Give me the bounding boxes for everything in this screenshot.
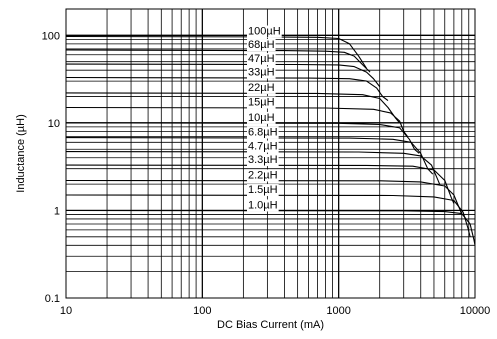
y-axis-label: Inductance (µH) — [15, 114, 27, 192]
series-label-bg — [247, 169, 279, 182]
series-label-text: 3.3µH — [248, 154, 278, 166]
series-label-text: 10µH — [248, 112, 275, 124]
x-axis-label: DC Bias Current (mA) — [217, 319, 324, 331]
series-label-text: 4.7µH — [248, 141, 278, 153]
series-label-text: 15µH — [248, 96, 275, 108]
series-label-bg — [247, 111, 276, 124]
series-label-text: 22µH — [248, 82, 275, 94]
series-line — [65, 151, 441, 185]
series-label-bg — [247, 81, 276, 94]
series-lines — [65, 35, 476, 246]
series-label: 6.8µH — [247, 126, 279, 139]
series-line — [65, 164, 455, 204]
x-tick-label: 100 — [193, 305, 211, 317]
series-label-bg — [247, 154, 279, 167]
series-line — [65, 63, 381, 87]
series-label-bg — [247, 25, 282, 38]
plot-frame — [65, 8, 476, 299]
series-line — [65, 194, 471, 237]
series-line — [65, 106, 408, 137]
series-label: 10µH — [247, 111, 276, 124]
series-label-bg — [247, 140, 279, 153]
series-label-bg — [247, 184, 279, 197]
series-line — [65, 76, 389, 102]
series-label: 4.7µH — [247, 140, 279, 153]
series-line — [65, 122, 420, 154]
series-line — [65, 49, 371, 73]
series-line — [65, 209, 476, 246]
series-label: 68µH — [247, 39, 276, 52]
series-label: 47µH — [247, 53, 276, 66]
series-label-text: 1.0µH — [248, 199, 278, 211]
series-label-bg — [247, 39, 276, 52]
series-label: 1.5µH — [247, 184, 279, 197]
series-label-bg — [247, 66, 276, 79]
series-label: 33µH — [247, 66, 276, 79]
y-tick-label: 1 — [54, 205, 60, 217]
series-line — [65, 35, 367, 69]
series-label-text: 100µH — [248, 26, 281, 38]
series-label-text: 2.2µH — [248, 169, 278, 181]
y-tick-labels: 0.1 1 10 100 — [42, 30, 60, 305]
series-label-bg — [247, 199, 279, 212]
series-line — [65, 179, 463, 215]
series-label-bg — [247, 126, 279, 139]
series-label: 22µH — [247, 81, 276, 94]
y-tick-label: 10 — [48, 118, 60, 130]
x-tick-labels: 10 100 1000 10000 — [60, 305, 490, 317]
series-label: 1.0µH — [247, 199, 279, 212]
x-tick-label: 10 — [60, 305, 72, 317]
series-label-text: 1.5µH — [248, 184, 278, 196]
series-label-bg — [247, 53, 276, 66]
y-tick-label: 100 — [42, 30, 60, 42]
series-label: 3.3µH — [247, 154, 279, 167]
series-label: 100µH — [247, 25, 282, 38]
series-label-bg — [247, 96, 276, 109]
series-label-text: 6.8µH — [248, 127, 278, 139]
series-label: 15µH — [247, 96, 276, 109]
y-tick-label: 0.1 — [45, 293, 60, 305]
x-tick-label: 10000 — [460, 305, 491, 317]
series-label-text: 68µH — [248, 39, 275, 51]
series-label-text: 33µH — [248, 67, 275, 79]
x-tick-label: 1000 — [326, 305, 350, 317]
series-label-text: 47µH — [248, 53, 275, 65]
series-label: 2.2µH — [247, 169, 279, 182]
